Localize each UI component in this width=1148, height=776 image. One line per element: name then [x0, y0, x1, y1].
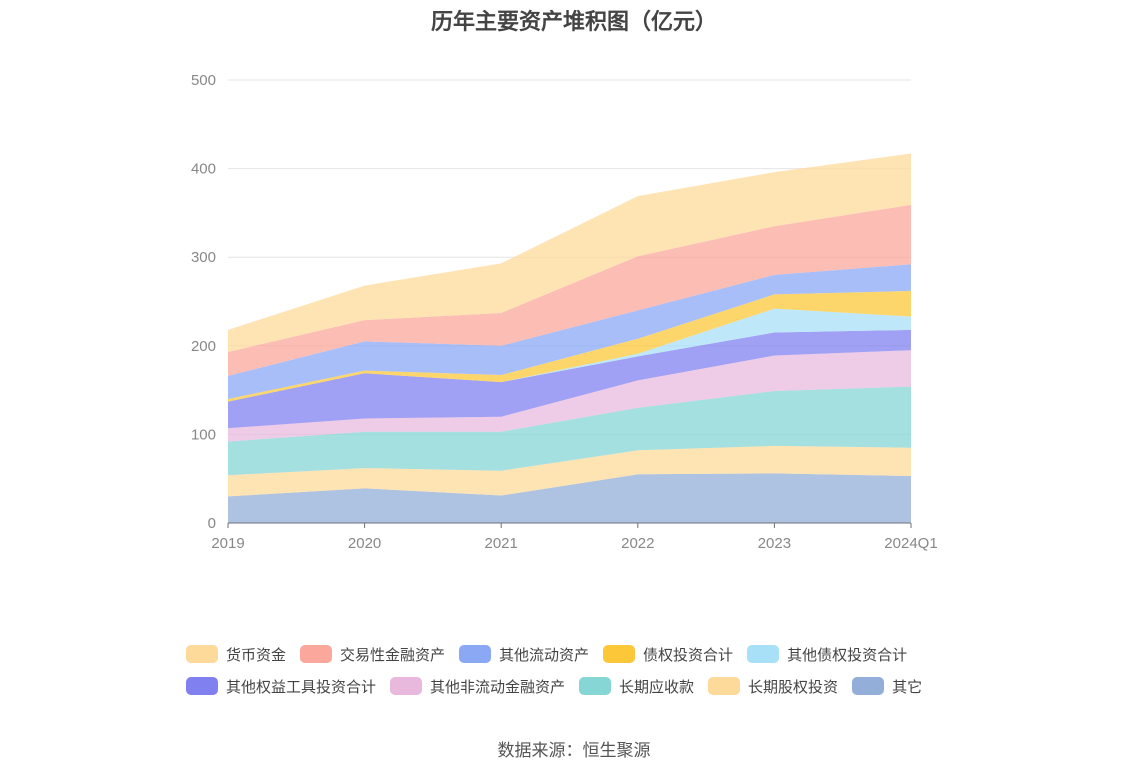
- chart-title: 历年主要资产堆积图（亿元）: [430, 9, 717, 34]
- legend-item[interactable]: 交易性金融资产: [300, 644, 445, 665]
- legend-item[interactable]: 长期股权投资: [708, 676, 838, 697]
- x-tick-label: 2020: [348, 535, 381, 552]
- legend-item[interactable]: 其他权益工具投资合计: [186, 676, 376, 697]
- y-tick-label: 0: [208, 515, 216, 532]
- legend-label: 长期应收款: [619, 678, 695, 696]
- y-tick-label: 400: [191, 161, 216, 178]
- legend-swatch: [459, 645, 492, 663]
- legend-swatch: [603, 645, 636, 663]
- legend-swatch: [579, 677, 612, 695]
- legend-swatch: [708, 677, 741, 695]
- x-tick-label: 2022: [621, 535, 654, 552]
- legend-row: 其他权益工具投资合计 其他非流动金融资产 长期应收款 长期股权投资 其它: [186, 670, 986, 702]
- legend-label: 其他非流动金融资产: [430, 678, 566, 696]
- area-series-7: [228, 264, 911, 399]
- x-tick-label: 2023: [758, 535, 791, 552]
- area-series-2: [228, 386, 911, 476]
- x-tick-label: 2019: [211, 535, 244, 552]
- legend-label: 货币资金: [226, 646, 287, 664]
- legend: 货币资金 交易性金融资产 其他流动资产 债权投资合计 其他债权投资合计其他权益工具投资合…: [186, 638, 986, 702]
- legend-label: 长期股权投资: [748, 678, 839, 696]
- legend-item[interactable]: 货币资金: [186, 644, 286, 665]
- y-tick-label: 300: [191, 249, 216, 266]
- area-layer: [228, 153, 911, 523]
- area-series-3: [228, 350, 911, 442]
- y-tick-label: 100: [191, 426, 216, 443]
- y-tick-label: 500: [191, 72, 216, 89]
- legend-item[interactable]: 其他流动资产: [459, 644, 589, 665]
- legend-label: 其他流动资产: [499, 646, 590, 664]
- legend-item[interactable]: 其它: [852, 676, 922, 697]
- area-series-8: [228, 204, 911, 376]
- legend-label: 其他债权投资合计: [787, 646, 908, 664]
- axis-layer: 0 100 200 300 400 500 2019 2020 2021 2022 2023 2024…: [191, 72, 938, 552]
- area-series-4: [228, 329, 911, 429]
- legend-item[interactable]: 长期应收款: [579, 676, 694, 697]
- x-tick-label: 2021: [485, 535, 518, 552]
- legend-item[interactable]: 其他非流动金融资产: [390, 676, 565, 697]
- legend-swatch: [390, 677, 423, 695]
- legend-item[interactable]: 债权投资合计: [603, 644, 733, 665]
- legend-label: 交易性金融资产: [340, 646, 446, 664]
- area-series-0: [228, 473, 911, 523]
- legend-swatch: [747, 645, 780, 663]
- area-series-5: [228, 308, 911, 402]
- legend-swatch: [186, 677, 218, 695]
- legend-swatch: [186, 645, 218, 663]
- legend-label: 债权投资合计: [643, 646, 734, 664]
- x-tick-label: 2024Q1: [884, 535, 937, 552]
- legend-swatch: [300, 645, 333, 663]
- legend-label: 其他权益工具投资合计: [226, 678, 377, 696]
- y-tick-label: 200: [191, 338, 216, 355]
- area-series-6: [228, 290, 911, 402]
- source-note: 数据来源：恒生聚源: [497, 741, 651, 760]
- legend-label: 其它: [892, 678, 923, 696]
- legend-row: 货币资金 交易性金融资产 其他流动资产 债权投资合计 其他债权投资合计: [186, 638, 986, 670]
- area-series-1: [228, 445, 911, 497]
- area-series-9: [228, 153, 911, 352]
- legend-swatch: [852, 677, 885, 695]
- legend-item[interactable]: 其他债权投资合计: [747, 644, 907, 665]
